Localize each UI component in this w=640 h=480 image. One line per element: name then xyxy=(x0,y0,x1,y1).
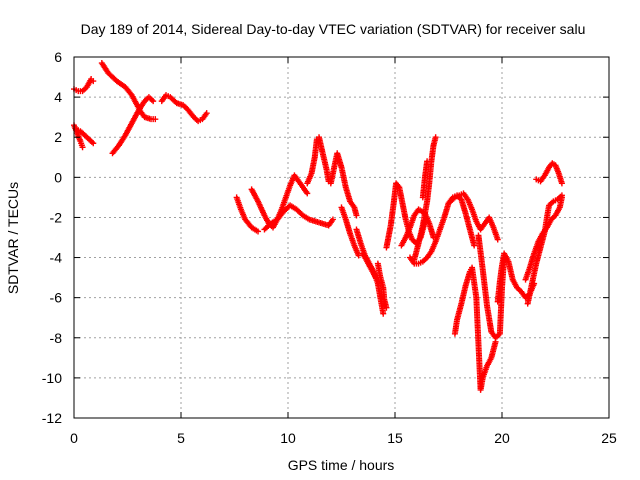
data-point xyxy=(471,242,478,249)
data-point xyxy=(450,195,457,202)
data-point xyxy=(304,190,311,197)
data-series xyxy=(338,204,362,259)
data-series xyxy=(533,160,565,187)
data-series xyxy=(71,76,97,95)
data-point xyxy=(353,212,360,219)
data-series xyxy=(411,134,439,263)
x-axis-title: GPS time / hours xyxy=(288,457,395,473)
data-series xyxy=(304,134,360,219)
data-series xyxy=(73,126,97,147)
data-point xyxy=(558,192,565,199)
y-tick-label: 2 xyxy=(54,129,62,145)
x-tick-label: 25 xyxy=(601,430,617,446)
data-point xyxy=(494,236,501,243)
data-point xyxy=(383,304,390,311)
x-tick-label: 5 xyxy=(177,430,185,446)
data-series xyxy=(109,94,157,157)
x-tick-label: 20 xyxy=(494,430,510,446)
plot-frame xyxy=(73,56,610,419)
data-point xyxy=(90,140,97,147)
data-series xyxy=(261,202,336,233)
y-tick-label: -2 xyxy=(50,209,63,225)
data-series xyxy=(451,264,499,393)
data-point xyxy=(355,252,362,259)
y-tick-label: -10 xyxy=(42,370,62,386)
x-tick-label: 15 xyxy=(387,430,403,446)
data-point xyxy=(152,116,159,123)
data-point xyxy=(558,180,565,187)
data-point xyxy=(203,110,210,117)
data-point xyxy=(150,98,157,105)
y-tick-label: 6 xyxy=(54,49,62,65)
x-tick-label: 10 xyxy=(280,430,296,446)
data-series xyxy=(158,92,210,125)
data-series xyxy=(233,194,262,235)
data-series xyxy=(248,172,311,231)
data-point xyxy=(432,134,439,141)
y-tick-label: -4 xyxy=(50,250,63,266)
data-point xyxy=(79,144,86,151)
data-series xyxy=(524,192,565,307)
data-series xyxy=(494,250,538,305)
grid-layer xyxy=(74,57,609,418)
y-tick-label: -6 xyxy=(50,290,63,306)
points-layer xyxy=(71,60,565,393)
x-tick-label: 0 xyxy=(70,430,78,446)
y-tick-label: 4 xyxy=(54,89,62,105)
data-point xyxy=(380,310,387,317)
data-point xyxy=(329,216,336,223)
ticks-layer: 0 5 10 15 20 25 -12 -10 -8 -6 -4 -2 0 2 4 6 xyxy=(42,49,617,446)
data-series xyxy=(445,190,501,243)
data-point xyxy=(90,78,97,85)
data-series xyxy=(98,60,159,123)
data-series xyxy=(419,158,431,201)
y-tick-label: 0 xyxy=(54,169,62,185)
data-point xyxy=(255,228,262,235)
chart-title: Day 189 of 2014, Sidereal Day-to-day VTE… xyxy=(81,21,586,37)
y-axis-title: SDTVAR / TECUs xyxy=(5,182,21,294)
y-tick-label: -12 xyxy=(42,410,62,426)
data-series xyxy=(374,260,390,311)
y-tick-label: -8 xyxy=(50,330,63,346)
data-point xyxy=(424,158,431,165)
